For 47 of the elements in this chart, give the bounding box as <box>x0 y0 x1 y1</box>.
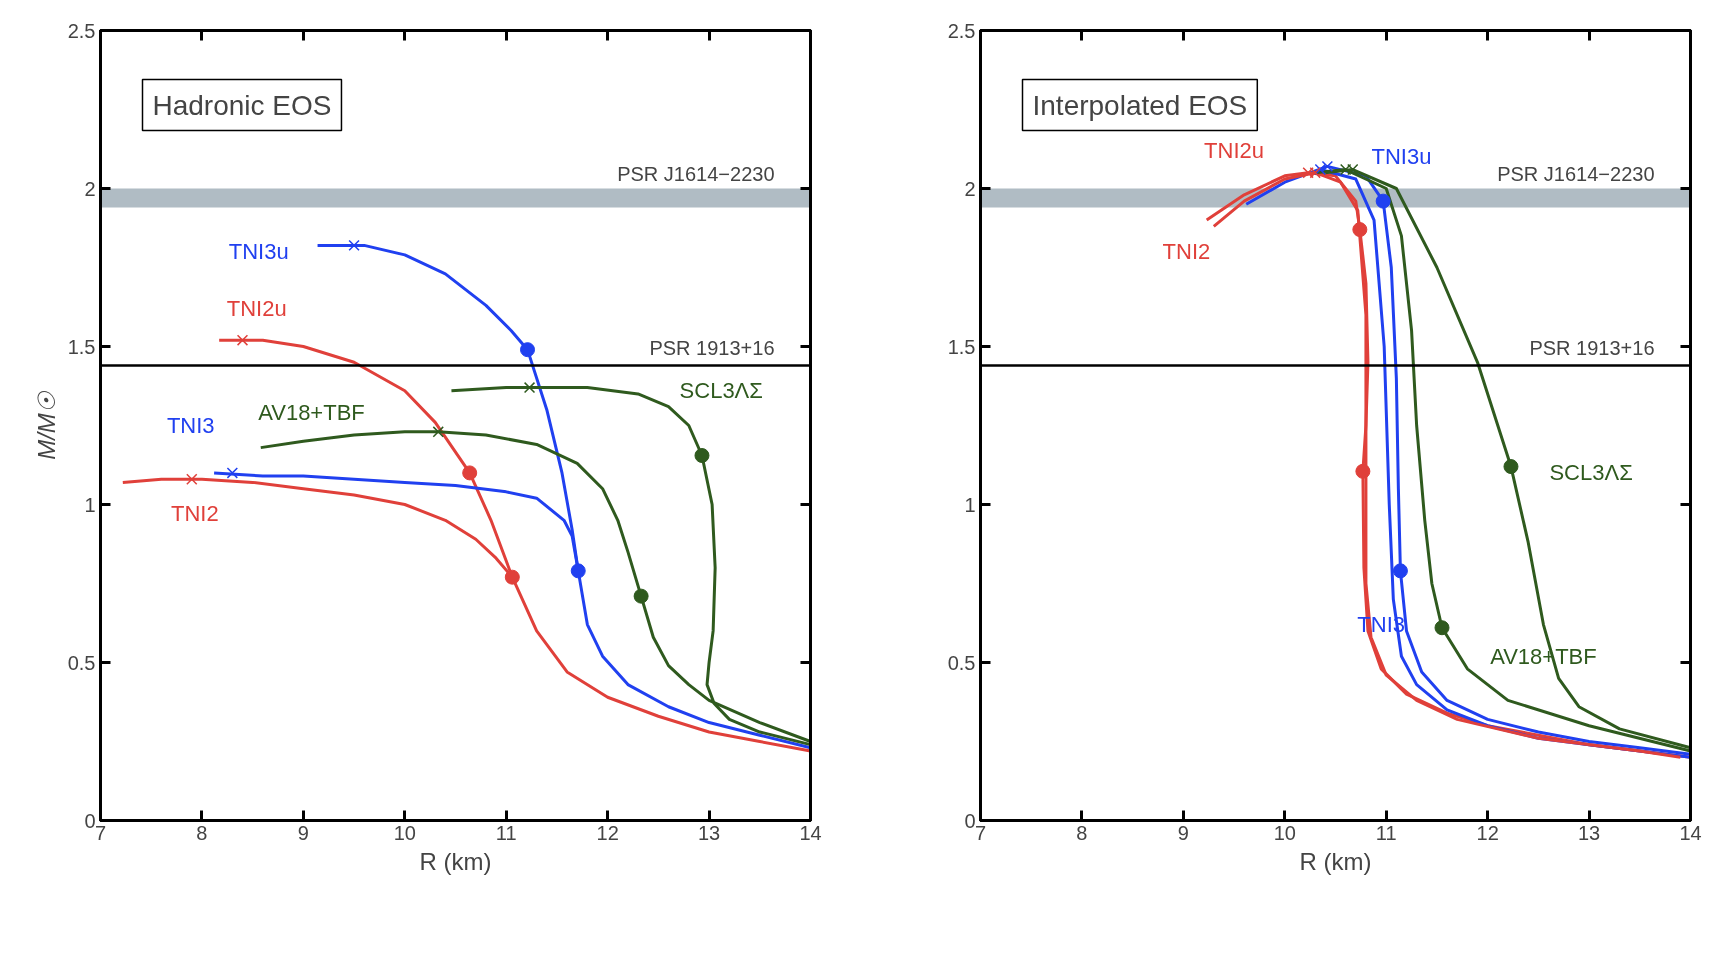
y-tick-label: 0.5 <box>947 651 976 674</box>
y-tick-label: 1.5 <box>947 335 976 358</box>
x-tick-label: 7 <box>974 821 987 844</box>
x-tick-label: 11 <box>495 821 517 844</box>
x-tick-label: 13 <box>697 821 721 844</box>
x-tick-label: 10 <box>393 821 416 844</box>
x-tick-label: 8 <box>196 821 208 844</box>
x-tick-label: 13 <box>1577 821 1601 844</box>
y-tick-label: 1 <box>964 493 976 516</box>
y-axis-title: M/M☉ <box>32 390 60 460</box>
y-tick-label: 2.5 <box>67 19 96 42</box>
x-tick-label: 11 <box>1375 821 1397 844</box>
x-tick-label: 9 <box>297 821 309 844</box>
series-label: TNI2u <box>226 296 287 322</box>
text: Hadronic EOS <box>152 89 332 121</box>
series-label: TNI2u <box>1204 138 1265 164</box>
x-tick-label: 14 <box>799 821 822 844</box>
x-axis-title: R (km) <box>419 847 492 875</box>
x-tick-label: 8 <box>1076 821 1088 844</box>
series-label: AV18+TBF <box>258 400 365 426</box>
x-tick-label: 12 <box>596 821 619 844</box>
series-label: TNI3u <box>1371 144 1432 170</box>
ref-line-label: PSR 1913+16 <box>1529 337 1655 360</box>
y-tick-label: 0 <box>964 809 976 832</box>
ref-line-label: PSR 1913+16 <box>649 337 775 360</box>
y-tick-label: 0 <box>84 809 96 832</box>
y-tick-label: 1.5 <box>67 335 96 358</box>
band-label: PSR J1614−2230 <box>617 162 775 185</box>
series-label: TNI3u <box>228 239 289 265</box>
y-tick-label: 0.5 <box>67 651 96 674</box>
series-label: SCL3ΛΣ <box>679 378 763 404</box>
x-tick-label: 7 <box>94 821 107 844</box>
y-tick-label: 2 <box>84 177 96 200</box>
x-axis-title: R (km) <box>1299 847 1372 875</box>
series-label: SCL3ΛΣ <box>1549 460 1633 486</box>
text: Interpolated EOS <box>1032 89 1248 121</box>
x-tick-label: 9 <box>1177 821 1189 844</box>
y-tick-label: 1 <box>84 493 96 516</box>
y-tick-label: 2.5 <box>947 19 976 42</box>
x-tick-label: 14 <box>1679 821 1702 844</box>
x-tick-label: 10 <box>1273 821 1296 844</box>
x-tick-label: 12 <box>1476 821 1499 844</box>
band-label: PSR J1614−2230 <box>1497 162 1655 185</box>
series-label: TNI2 <box>1162 239 1211 265</box>
y-tick-label: 2 <box>964 177 976 200</box>
series-label: TNI2 <box>170 501 219 527</box>
series-label: TNI3 <box>166 413 215 438</box>
